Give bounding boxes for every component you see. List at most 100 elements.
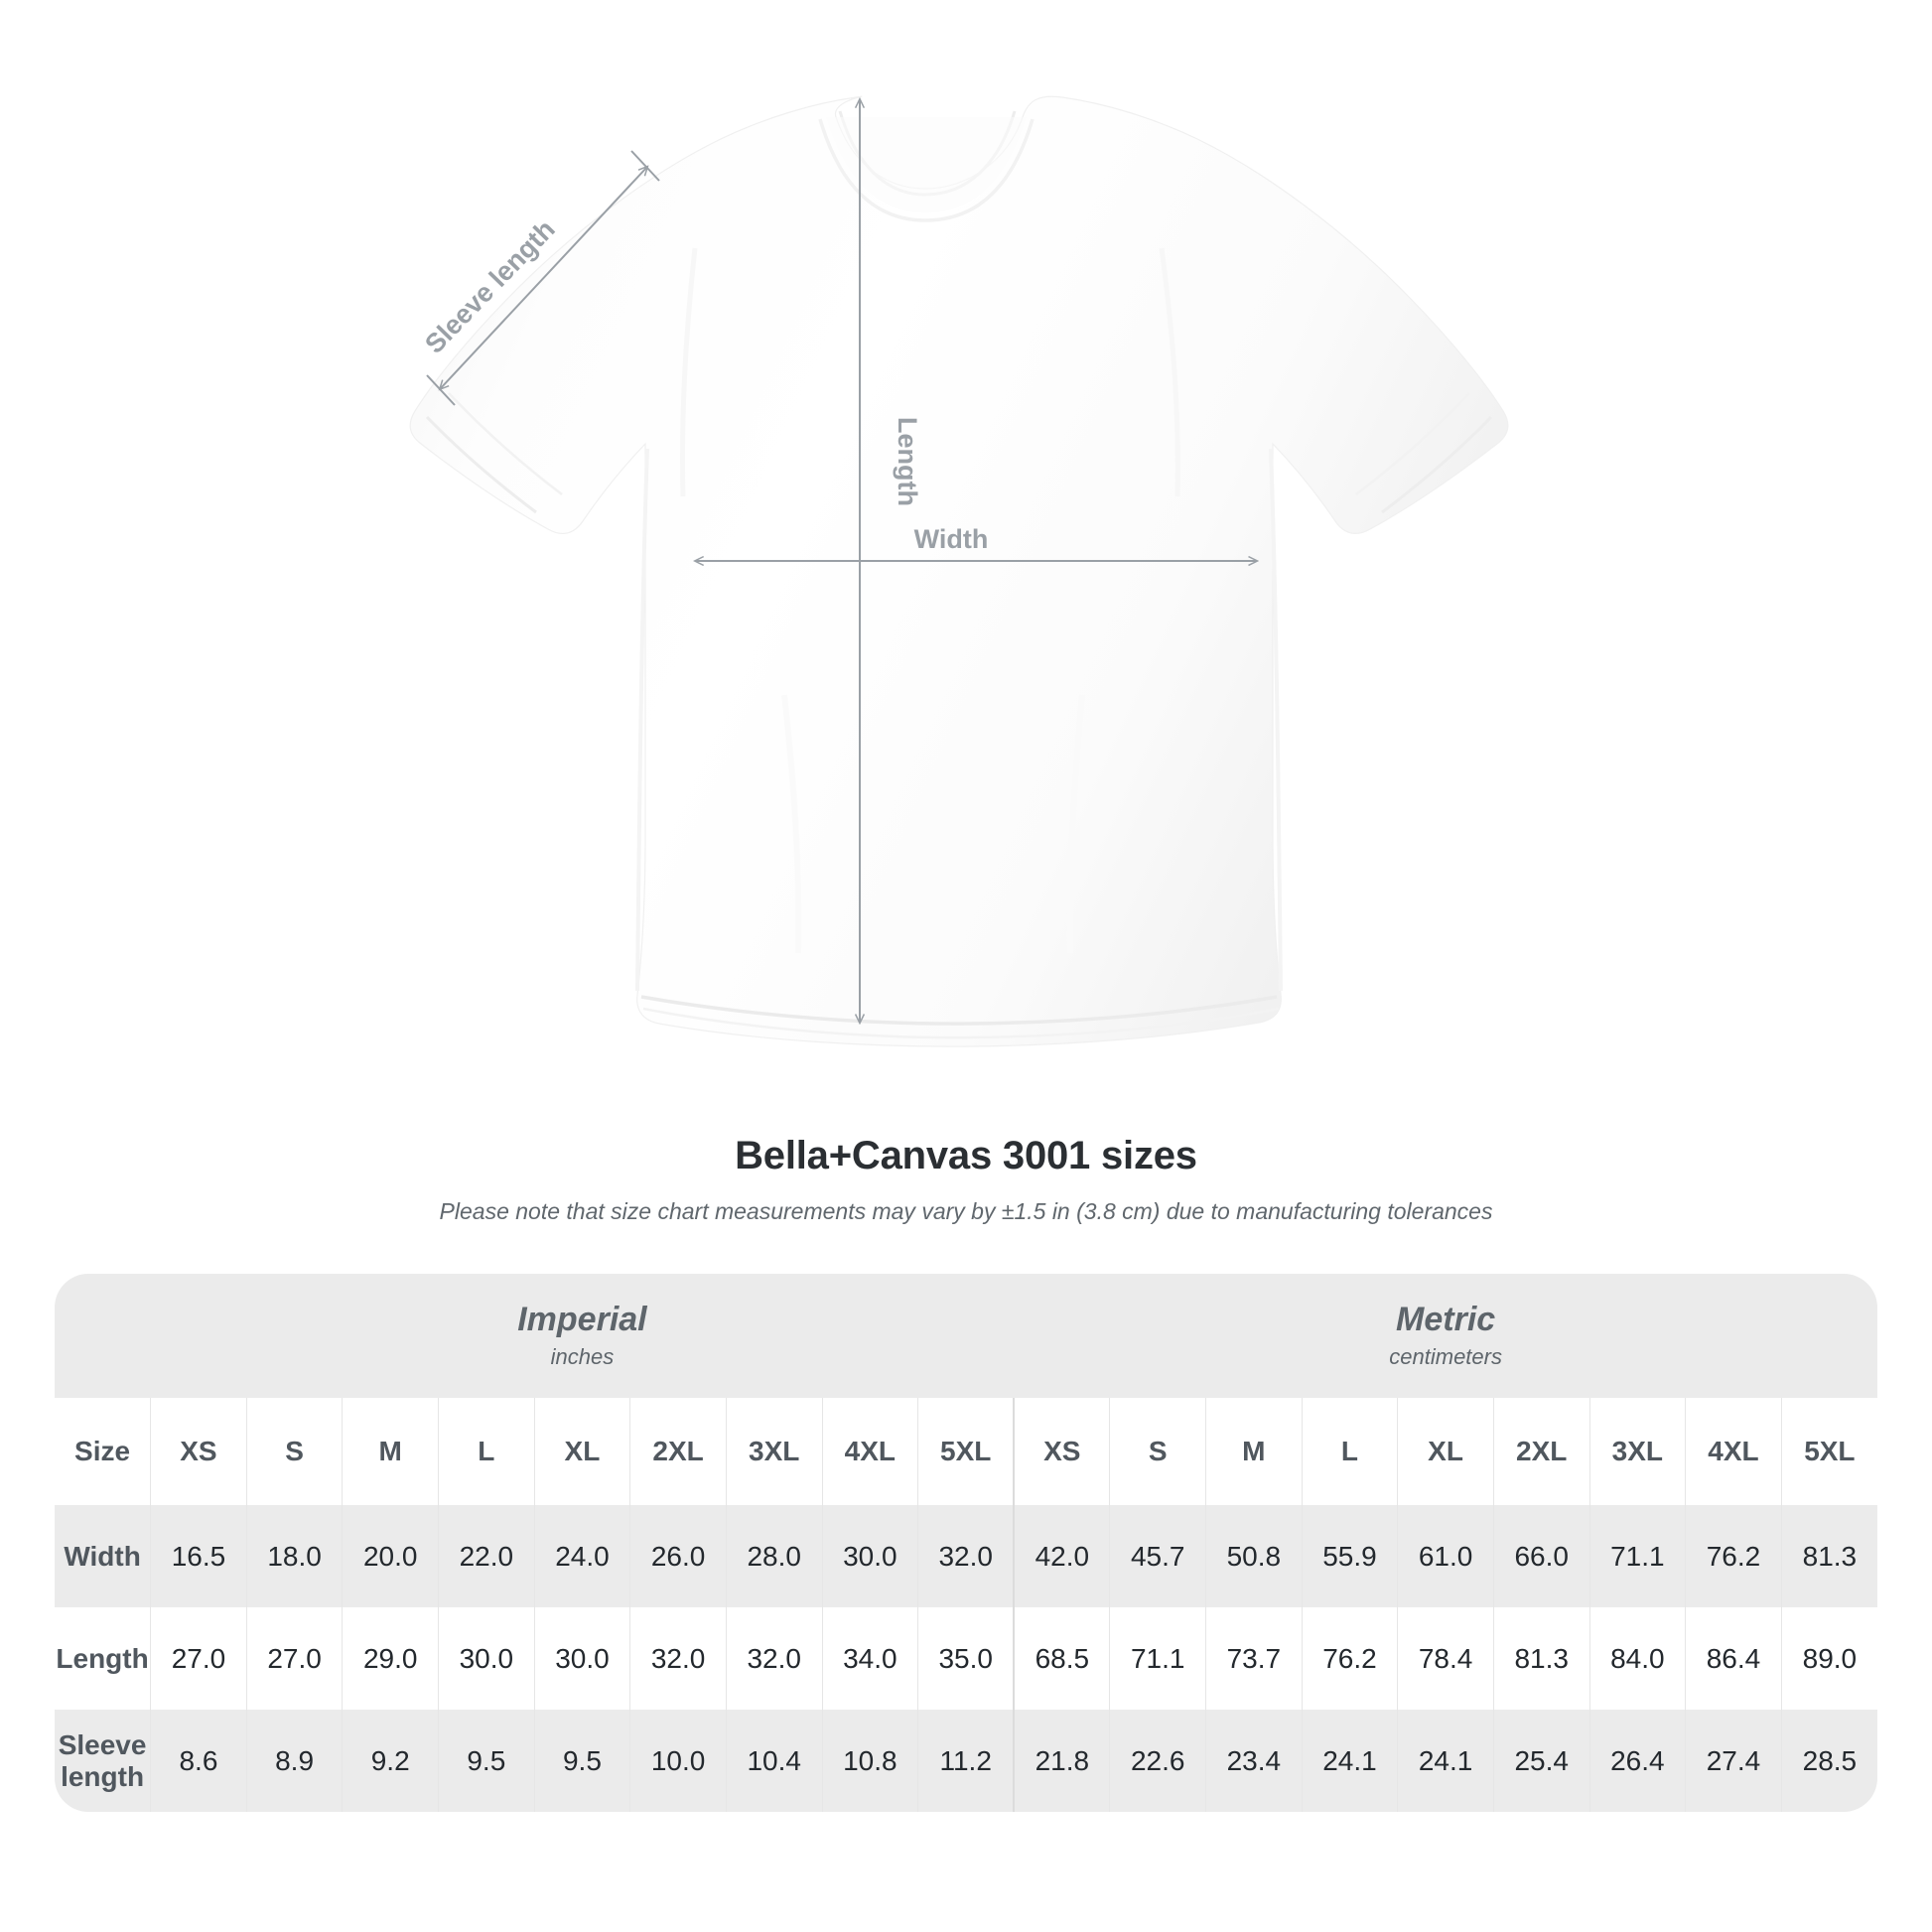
cell-imperial-5xl: 35.0 bbox=[917, 1607, 1015, 1710]
size-header-metric-xs: XS bbox=[1013, 1398, 1110, 1505]
tshirt-illustration bbox=[409, 95, 1509, 1047]
row-label-width: Width bbox=[55, 1505, 151, 1607]
unit-group-row: Imperial inches Metric centimeters bbox=[55, 1274, 1877, 1398]
chart-heading-block: Bella+Canvas 3001 sizes Please note that… bbox=[0, 1132, 1932, 1227]
cell-imperial-m: 29.0 bbox=[342, 1607, 439, 1710]
size-header-metric-5xl: 5XL bbox=[1780, 1398, 1877, 1505]
row-label-length: Length bbox=[55, 1607, 151, 1710]
cell-metric-2xl: 66.0 bbox=[1492, 1505, 1589, 1607]
length-label: Length bbox=[893, 417, 922, 506]
cell-imperial-5xl: 32.0 bbox=[917, 1505, 1015, 1607]
measurement-guides bbox=[426, 99, 1257, 1023]
cell-metric-l: 76.2 bbox=[1301, 1607, 1398, 1710]
tshirt-diagram: Sleeve length Length Width bbox=[409, 95, 1509, 1047]
cell-imperial-5xl: 11.2 bbox=[917, 1710, 1015, 1812]
chart-title: Bella+Canvas 3001 sizes bbox=[735, 1134, 1197, 1177]
size-header-metric-s: S bbox=[1109, 1398, 1206, 1505]
size-header-imperial-l: L bbox=[438, 1398, 535, 1505]
cell-metric-s: 45.7 bbox=[1109, 1505, 1206, 1607]
cell-imperial-3xl: 32.0 bbox=[725, 1607, 822, 1710]
cell-metric-xl: 78.4 bbox=[1397, 1607, 1494, 1710]
size-header-imperial-s: S bbox=[245, 1398, 343, 1505]
cell-metric-5xl: 81.3 bbox=[1780, 1505, 1877, 1607]
cell-metric-3xl: 26.4 bbox=[1588, 1710, 1686, 1812]
size-header-metric-4xl: 4XL bbox=[1685, 1398, 1782, 1505]
cell-metric-xl: 24.1 bbox=[1397, 1710, 1494, 1812]
cell-imperial-2xl: 26.0 bbox=[629, 1505, 727, 1607]
cell-metric-xl: 61.0 bbox=[1397, 1505, 1494, 1607]
cell-metric-xs: 42.0 bbox=[1013, 1505, 1110, 1607]
cell-metric-2xl: 25.4 bbox=[1492, 1710, 1589, 1812]
cell-metric-s: 71.1 bbox=[1109, 1607, 1206, 1710]
cell-imperial-xl: 30.0 bbox=[533, 1607, 630, 1710]
size-table-container: Imperial inches Metric centimeters Size XS S M L… bbox=[55, 1274, 1877, 1812]
unit-group-name: Imperial bbox=[517, 1300, 647, 1338]
cell-imperial-s: 27.0 bbox=[245, 1607, 343, 1710]
size-table: Imperial inches Metric centimeters Size XS S M L… bbox=[55, 1274, 1877, 1812]
cell-metric-2xl: 81.3 bbox=[1492, 1607, 1589, 1710]
unit-group-imperial: Imperial inches bbox=[150, 1274, 1015, 1398]
size-header-metric-3xl: 3XL bbox=[1588, 1398, 1686, 1505]
cell-imperial-2xl: 32.0 bbox=[629, 1607, 727, 1710]
cell-metric-4xl: 76.2 bbox=[1685, 1505, 1782, 1607]
cell-imperial-l: 9.5 bbox=[438, 1710, 535, 1812]
sleeve-tick-top bbox=[630, 150, 660, 182]
cell-imperial-xs: 27.0 bbox=[150, 1607, 247, 1710]
size-header-imperial-5xl: 5XL bbox=[917, 1398, 1015, 1505]
size-header-imperial-m: M bbox=[342, 1398, 439, 1505]
cell-metric-m: 73.7 bbox=[1205, 1607, 1303, 1710]
table-row: Width 16.5 18.0 20.0 22.0 24.0 26.0 28.0 30.0 32.… bbox=[55, 1505, 1877, 1607]
cell-metric-xs: 68.5 bbox=[1013, 1607, 1110, 1710]
size-header-imperial-2xl: 2XL bbox=[629, 1398, 727, 1505]
cell-imperial-s: 18.0 bbox=[245, 1505, 343, 1607]
unit-group-subtitle: centimeters bbox=[1389, 1343, 1502, 1369]
table-row: Length 27.0 27.0 29.0 30.0 30.0 32.0 32.0 34.0 35… bbox=[55, 1607, 1877, 1710]
cell-imperial-4xl: 30.0 bbox=[821, 1505, 918, 1607]
unit-group-metric: Metric centimeters bbox=[1014, 1274, 1877, 1398]
cell-imperial-2xl: 10.0 bbox=[629, 1710, 727, 1812]
cell-imperial-xl: 9.5 bbox=[533, 1710, 630, 1812]
size-header-imperial-xs: XS bbox=[150, 1398, 247, 1505]
cell-metric-m: 50.8 bbox=[1205, 1505, 1303, 1607]
cell-imperial-m: 9.2 bbox=[342, 1710, 439, 1812]
cell-imperial-4xl: 34.0 bbox=[821, 1607, 918, 1710]
size-header-imperial-xl: XL bbox=[533, 1398, 630, 1505]
cell-imperial-m: 20.0 bbox=[342, 1505, 439, 1607]
unit-row-spacer bbox=[55, 1274, 151, 1398]
cell-imperial-xs: 8.6 bbox=[150, 1710, 247, 1812]
cell-metric-m: 23.4 bbox=[1205, 1710, 1303, 1812]
unit-group-subtitle: inches bbox=[550, 1343, 615, 1369]
chart-subtitle: Please note that size chart measurements… bbox=[439, 1198, 1493, 1224]
cell-imperial-l: 22.0 bbox=[438, 1505, 535, 1607]
size-header-metric-xl: XL bbox=[1397, 1398, 1494, 1505]
cell-metric-l: 24.1 bbox=[1301, 1710, 1398, 1812]
sleeve-tick-bottom bbox=[426, 374, 456, 406]
cell-metric-3xl: 71.1 bbox=[1588, 1505, 1686, 1607]
cell-imperial-xl: 24.0 bbox=[533, 1505, 630, 1607]
size-header-imperial-3xl: 3XL bbox=[725, 1398, 822, 1505]
cell-metric-4xl: 86.4 bbox=[1685, 1607, 1782, 1710]
cell-metric-l: 55.9 bbox=[1301, 1505, 1398, 1607]
cell-imperial-l: 30.0 bbox=[438, 1607, 535, 1710]
cell-imperial-s: 8.9 bbox=[245, 1710, 343, 1812]
size-header-imperial-4xl: 4XL bbox=[821, 1398, 918, 1505]
width-label: Width bbox=[914, 524, 989, 554]
size-header-label: Size bbox=[55, 1398, 151, 1505]
cell-metric-5xl: 89.0 bbox=[1780, 1607, 1877, 1710]
cell-imperial-4xl: 10.8 bbox=[821, 1710, 918, 1812]
cell-metric-5xl: 28.5 bbox=[1780, 1710, 1877, 1812]
cell-imperial-xs: 16.5 bbox=[150, 1505, 247, 1607]
sleeve-guide-line bbox=[440, 167, 647, 389]
cell-imperial-3xl: 10.4 bbox=[725, 1710, 822, 1812]
cell-imperial-3xl: 28.0 bbox=[725, 1505, 822, 1607]
cell-metric-3xl: 84.0 bbox=[1588, 1607, 1686, 1710]
row-label-sleeve-length: Sleeve length bbox=[55, 1710, 151, 1812]
size-header-metric-m: M bbox=[1205, 1398, 1303, 1505]
size-header-metric-l: L bbox=[1301, 1398, 1398, 1505]
cell-metric-s: 22.6 bbox=[1109, 1710, 1206, 1812]
unit-group-name: Metric bbox=[1396, 1300, 1496, 1338]
size-header-metric-2xl: 2XL bbox=[1492, 1398, 1589, 1505]
table-row: Sleeve length 8.6 8.9 9.2 9.5 9.5 10.0 10.4 10.8… bbox=[55, 1710, 1877, 1812]
cell-metric-xs: 21.8 bbox=[1013, 1710, 1110, 1812]
